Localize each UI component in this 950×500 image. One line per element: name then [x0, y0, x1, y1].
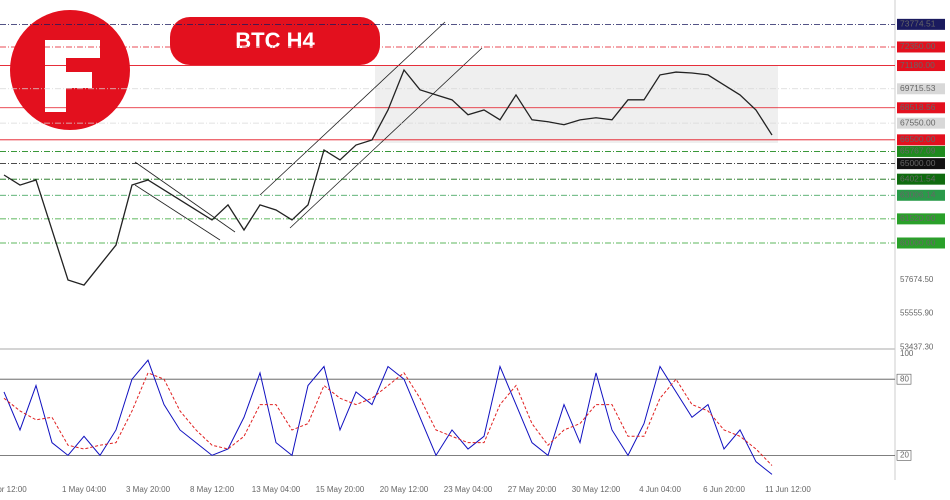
y-tick-label: 55555.90 [900, 309, 934, 318]
x-tick-label: 23 May 04:00 [444, 485, 493, 494]
level-label: 73774.51 [900, 19, 936, 29]
level-tag [897, 213, 945, 225]
level-label: 61520.00 [900, 213, 936, 223]
level-tag [897, 18, 945, 30]
level-tag [897, 60, 945, 72]
level-tag [897, 158, 945, 170]
y-tick-label: 53437.30 [900, 342, 934, 351]
x-tick-label: 20 May 12:00 [380, 485, 429, 494]
level-tag [897, 237, 945, 249]
x-tick-label: 8 May 12:00 [190, 485, 235, 494]
channel-line [134, 161, 236, 233]
y-tick-label: 57674.50 [900, 275, 934, 284]
level-tag [897, 189, 945, 201]
trend-line [289, 47, 483, 229]
level-tag [897, 83, 945, 95]
tick-box [896, 373, 912, 385]
y-tick-label: 20 [900, 450, 909, 459]
range-box [375, 66, 778, 143]
series-line [3, 359, 773, 475]
series-line [3, 372, 773, 466]
level-label: 72350.00 [900, 41, 936, 51]
logo [0, 0, 150, 140]
chart-title: BTC H4 [235, 28, 315, 53]
title-box [170, 17, 380, 65]
tick-box [896, 450, 912, 461]
y-tick-label: 80 [900, 374, 909, 383]
x-tick-label: 15 May 20:00 [316, 485, 365, 494]
level-label: 63006.14 [900, 190, 936, 200]
x-tick-label: 27 May 20:00 [508, 485, 557, 494]
x-tick-label: 3 May 20:00 [126, 485, 171, 494]
x-tick-label: 6 Jun 20:00 [703, 485, 745, 494]
level-tag [897, 134, 945, 146]
channel-line [134, 184, 221, 241]
level-label: 68518.56 [900, 102, 936, 112]
level-tag [897, 117, 945, 129]
level-label: 71180.00 [900, 60, 935, 70]
x-tick-label: 26 Apr 12:00 [0, 485, 27, 494]
x-tick-label: 30 May 12:00 [572, 485, 621, 494]
level-tag [897, 102, 945, 114]
level-tag [897, 145, 945, 157]
level-tag [897, 173, 945, 185]
series-line [3, 68, 773, 286]
y-tick-label: 100 [900, 349, 914, 358]
level-label: 65767.09 [900, 146, 936, 156]
level-label: 60000.00 [900, 237, 936, 247]
x-tick-label: 11 Jun 12:00 [765, 485, 811, 494]
x-tick-label: 13 May 04:00 [252, 485, 301, 494]
trend-line [259, 21, 446, 196]
level-label: 69715.53 [900, 83, 936, 93]
level-label: 66500.00 [900, 134, 936, 144]
x-tick-label: 1 May 04:00 [62, 485, 107, 494]
level-label: 64021.54 [900, 173, 936, 183]
level-label: 67550.00 [900, 117, 936, 127]
level-label: 65000.00 [900, 158, 936, 168]
x-tick-label: 4 Jun 04:00 [639, 485, 681, 494]
level-tag [897, 41, 945, 53]
